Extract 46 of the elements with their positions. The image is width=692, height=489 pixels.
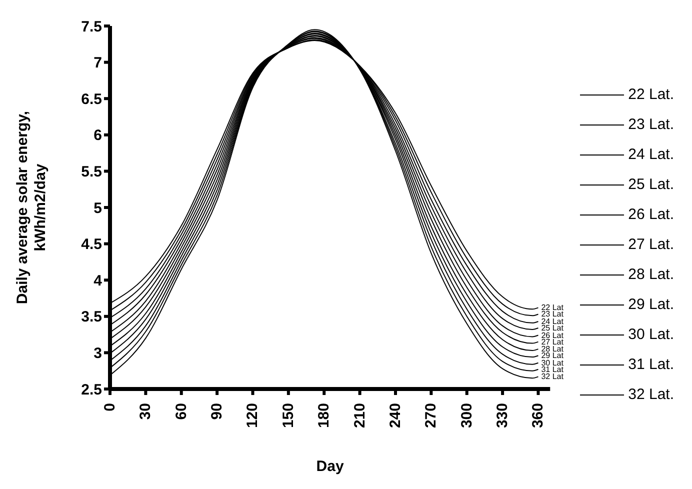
x-tick-label: 300 xyxy=(458,403,476,428)
annotation: 30 Lat xyxy=(541,358,564,368)
x-tick-label: 210 xyxy=(351,403,368,428)
legend-label: 27 Lat. xyxy=(628,236,674,253)
annotation: 31 Lat xyxy=(541,364,564,374)
annotation: 23 Lat xyxy=(541,310,564,319)
y-tick-label: 2.5 xyxy=(81,381,102,398)
annotation: 32 Lat xyxy=(541,372,564,382)
y-tick-label: 4.5 xyxy=(81,236,102,254)
annotation: 25 Lat xyxy=(541,324,564,333)
x-tick-label: 330 xyxy=(494,403,512,428)
y-tick-label: 4 xyxy=(94,272,103,290)
y-tick-label: 6 xyxy=(94,127,102,144)
annotation: 24 Lat xyxy=(541,316,564,326)
y-tick-label: 5.5 xyxy=(81,164,102,181)
legend-label: 24 Lat. xyxy=(628,146,674,163)
x-tick-label: 180 xyxy=(316,403,333,428)
legend-label: 26 Lat. xyxy=(628,206,674,223)
x-axis-title: Day xyxy=(316,458,344,475)
y-tick-label: 7 xyxy=(94,54,102,72)
legend-label: 30 Lat. xyxy=(628,326,674,343)
x-tick-label: 90 xyxy=(208,403,226,420)
x-tick-label: 270 xyxy=(422,403,440,428)
y-axis-title: Daily average solar energy, kWh/m2/day xyxy=(14,110,49,304)
y-tick-label: 7.5 xyxy=(81,18,102,36)
annotation: 27 Lat xyxy=(541,337,564,346)
legend-label: 23 Lat. xyxy=(628,116,674,133)
x-tick-label: 120 xyxy=(244,403,262,428)
y-tick-label: 6.5 xyxy=(81,90,102,108)
y-tick-label: 3.5 xyxy=(81,308,102,326)
legend-label: 25 Lat. xyxy=(628,176,674,193)
x-tick-label: 0 xyxy=(102,403,118,412)
x-tick-label: 30 xyxy=(137,403,154,420)
y-tick-label: 3 xyxy=(94,345,102,362)
legend-label: 31 Lat. xyxy=(628,356,674,373)
annotation: 26 Lat xyxy=(541,330,564,340)
annotation: 29 Lat xyxy=(541,351,564,360)
legend-label: 22 Lat. xyxy=(628,86,674,103)
x-tick-label: 240 xyxy=(386,403,404,428)
legend-label: 32 Lat. xyxy=(628,386,674,403)
x-tick-label: 150 xyxy=(280,403,297,428)
y-tick-label: 5 xyxy=(94,200,102,217)
x-tick-label: 360 xyxy=(530,403,547,428)
legend-label: 29 Lat. xyxy=(628,296,674,313)
x-tick-label: 60 xyxy=(172,403,190,420)
legend-label: 28 Lat. xyxy=(628,266,674,283)
